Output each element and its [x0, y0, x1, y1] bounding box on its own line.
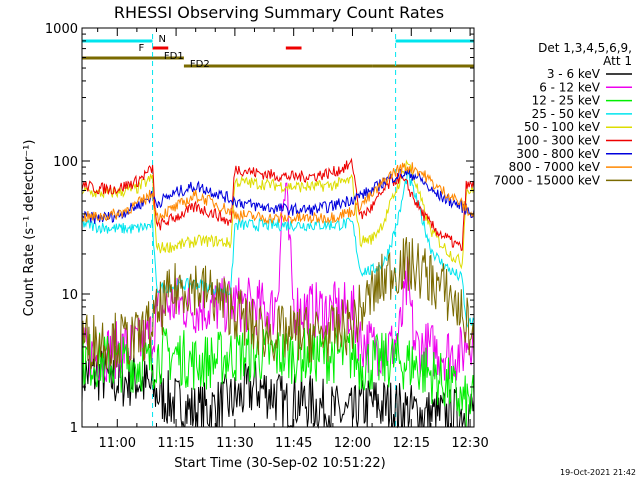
legend-entry-7: 800 - 7000 keV — [509, 160, 601, 174]
y-tick-label-3: 1000 — [45, 22, 78, 37]
series-line-0 — [81, 349, 475, 429]
flag-label-fd2: FD2 — [190, 59, 210, 70]
legend-entry-2: 12 - 25 keV — [532, 94, 601, 108]
x-tick-label-4: 12:00 — [334, 436, 371, 451]
series-line-2 — [81, 326, 475, 428]
series-line-3 — [81, 170, 475, 329]
series-line-5 — [81, 157, 475, 252]
series-line-4 — [81, 159, 475, 270]
generation-timestamp: 19-Oct-2021 21:42 — [560, 468, 636, 477]
flag-label-fd1: FD1 — [164, 51, 184, 62]
legend-header: Det 1,3,4,5,6,9, — [538, 41, 632, 55]
series-line-8 — [81, 237, 475, 370]
legend-entry-0: 3 - 6 keV — [547, 67, 601, 81]
series-lines — [81, 157, 475, 429]
y-tick-label-2: 100 — [53, 155, 78, 170]
y-tick-label-0: 1 — [70, 421, 78, 436]
x-tick-label-1: 11:15 — [157, 436, 194, 451]
x-tick-label-2: 11:30 — [216, 436, 253, 451]
legend-entry-6: 300 - 800 keV — [516, 147, 600, 161]
y-axis-label: Count Rate (s⁻¹ detector⁻¹) — [22, 140, 37, 317]
legend-att-label: Att 1 — [603, 54, 632, 68]
legend-entry-1: 6 - 12 keV — [539, 80, 601, 94]
series-line-7 — [81, 162, 475, 225]
chart-title: RHESSI Observing Summary Count Rates — [114, 3, 444, 22]
legend-entry-8: 7000 - 15000 keV — [493, 173, 600, 187]
flag-label-f: F — [139, 43, 145, 54]
x-tick-label-6: 12:30 — [451, 436, 488, 451]
axes: 11:00 11:15 11:30 11:45 12:00 12:15 12:30 1 10 10… — [45, 22, 489, 451]
y-tick-label-1: 10 — [61, 288, 78, 303]
flag-label-n: N — [159, 34, 166, 45]
x-axis-label: Start Time (30-Sep-02 10:51:22) — [174, 456, 385, 471]
x-tick-label-5: 12:15 — [393, 436, 430, 451]
plot-frame — [81, 27, 475, 428]
legend-entry-3: 25 - 50 keV — [532, 107, 601, 121]
x-tick-label-3: 11:45 — [275, 436, 312, 451]
legend-entry-5: 100 - 300 keV — [516, 134, 600, 148]
legend-entry-4: 50 - 100 keV — [524, 120, 601, 134]
x-tick-label-0: 11:00 — [99, 436, 136, 451]
